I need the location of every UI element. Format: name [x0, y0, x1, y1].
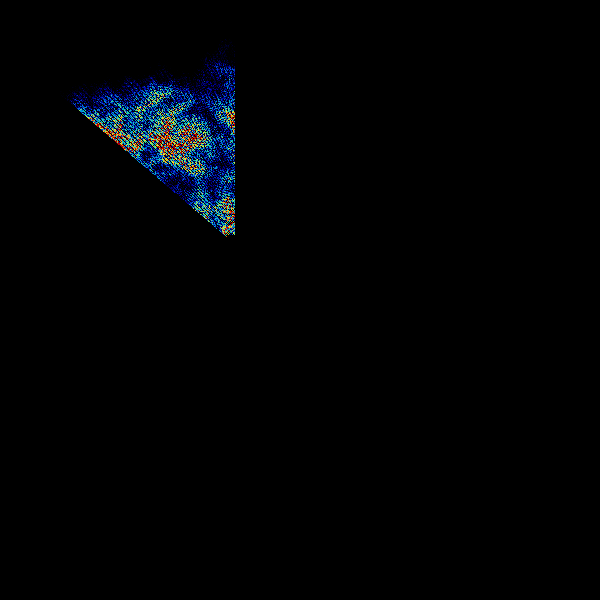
intensity-map-canvas	[0, 0, 600, 600]
image-viewer	[0, 0, 600, 600]
